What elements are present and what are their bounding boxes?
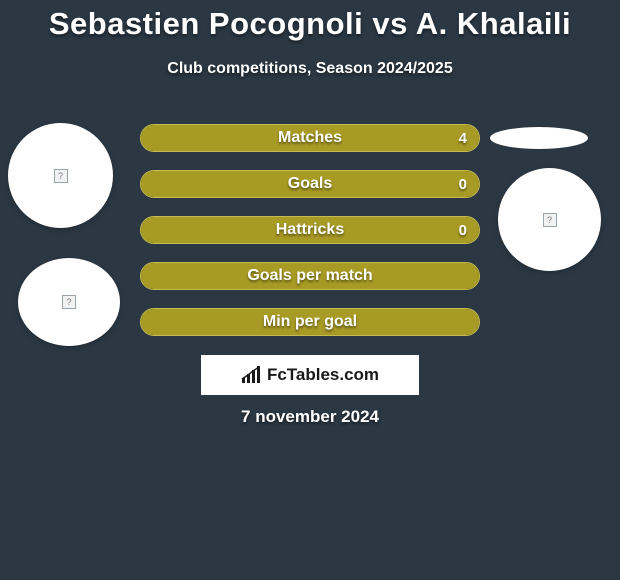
player1-photo-circle: ?	[8, 123, 113, 228]
player2-photo-circle: ?	[498, 168, 601, 271]
bar-goals-per-match: Goals per match	[140, 262, 480, 290]
bar-value: 4	[459, 125, 467, 151]
player2-top-ellipse	[490, 127, 588, 149]
bar-value: 0	[459, 171, 467, 197]
bar-goals: Goals 0	[140, 170, 480, 198]
page-title: Sebastien Pocognoli vs A. Khalaili	[0, 0, 620, 42]
infographic-date: 7 november 2024	[0, 407, 620, 427]
broken-image-icon: ?	[543, 213, 557, 227]
bar-label: Goals per match	[141, 263, 479, 289]
bar-value: 0	[459, 217, 467, 243]
bar-hattricks: Hattricks 0	[140, 216, 480, 244]
broken-image-icon: ?	[62, 295, 76, 309]
stat-bars: Matches 4 Goals 0 Hattricks 0 Goals per …	[140, 124, 480, 354]
signal-bars-icon	[241, 366, 263, 384]
bar-label: Goals	[141, 171, 479, 197]
bar-label: Min per goal	[141, 309, 479, 335]
attribution-badge: FcTables.com	[201, 355, 419, 395]
bar-min-per-goal: Min per goal	[140, 308, 480, 336]
bar-matches: Matches 4	[140, 124, 480, 152]
page-subtitle: Club competitions, Season 2024/2025	[0, 60, 620, 78]
bar-label: Hattricks	[141, 217, 479, 243]
broken-image-icon: ?	[54, 169, 68, 183]
bar-label: Matches	[141, 125, 479, 151]
attribution-text: FcTables.com	[267, 365, 379, 385]
player1-club-circle: ?	[18, 258, 120, 346]
